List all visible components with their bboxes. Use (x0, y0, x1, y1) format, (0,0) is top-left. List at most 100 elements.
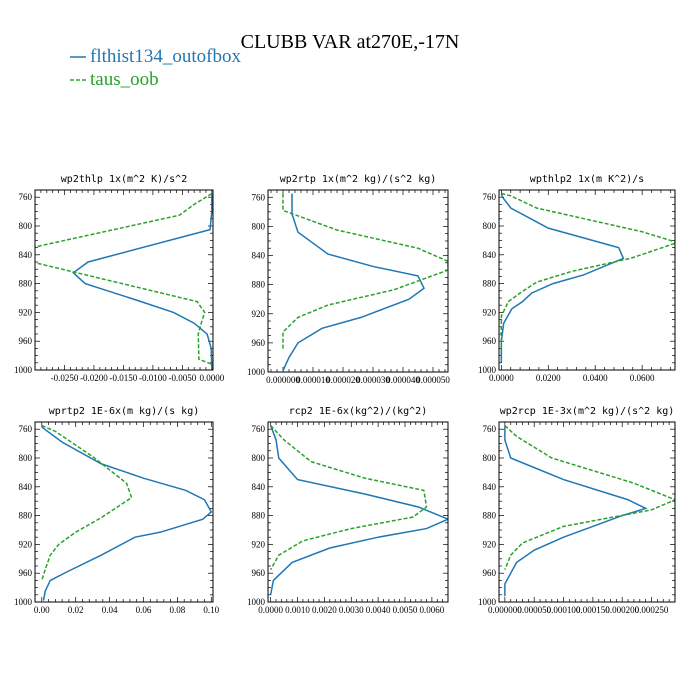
y-tick-label: 840 (252, 482, 266, 492)
x-tick-label: 0.000010 (296, 375, 330, 385)
y-tick-label: 880 (252, 280, 266, 290)
panel-5: wp2rcp 1E-3x(m^2 kg)/(s^2 kg)760 800 840 88… (478, 406, 676, 615)
panel-title-4: rcp2 1E-6x(kg^2)/(kg^2) (289, 406, 427, 417)
series-line-taus-oob (35, 192, 213, 365)
y-tick-label: 1000 (478, 365, 497, 375)
y-tick-label: 960 (483, 336, 497, 346)
legend-label-1: taus_oob (90, 69, 159, 90)
x-tick-label: -0.0150 (110, 373, 138, 383)
x-tick-label: 0.000050 (517, 605, 551, 615)
panel-0: wp2thlp 1x(m^2 K)/s^2 760 800 840 880 920 960 1… (14, 174, 225, 383)
x-tick-label: 0.0000 (199, 373, 224, 383)
panel-4: rcp2 1E-6x(kg^2)/(kg^2) 760 800 840 880 920 96… (247, 406, 449, 615)
x-tick-label: 0.02 (68, 605, 84, 615)
x-tick-label: 0.04 (102, 605, 118, 615)
x-tick-label: 0.000050 (416, 375, 450, 385)
y-tick-label: 840 (483, 482, 497, 492)
series-group (35, 192, 213, 370)
y-tick-label: 840 (252, 251, 266, 261)
x-tick-label: 0.0050 (393, 605, 418, 615)
plot-frame (498, 421, 676, 603)
y-tick-label: 1000 (14, 597, 33, 607)
x-tick-label: 0.06 (136, 605, 152, 615)
panel-title-1: wp2rtp 1x(m^2 kg)/(s^2 kg) (280, 174, 437, 185)
x-tick-label: 0.00 (34, 605, 50, 615)
panel-3: wprtp2 1E-6x(m kg)/(s kg) 760 800 840 880 920… (14, 406, 220, 615)
plot-frame (267, 421, 449, 603)
x-tick-label: 0.0060 (420, 605, 445, 615)
series-line-taus-oob (500, 192, 675, 352)
y-tick-label: 800 (19, 221, 33, 231)
x-tick-label: 0.000020 (326, 375, 360, 385)
panel-title-0: wp2thlp 1x(m^2 K)/s^2 (61, 174, 187, 185)
y-tick-label: 920 (252, 309, 266, 319)
y-tick-label: 840 (19, 250, 33, 260)
y-tick-label: 960 (483, 568, 497, 578)
series-group (269, 425, 448, 595)
y-tick-label: 880 (483, 279, 497, 289)
x-tick-label: 0.08 (170, 605, 186, 615)
y-tick-label: 880 (19, 279, 33, 289)
legend-label-0: flthist134_outofbox (90, 46, 241, 67)
y-tick-label: 880 (483, 511, 497, 521)
y-tick-label: 800 (483, 453, 497, 463)
x-tick-label: 0.0040 (366, 605, 391, 615)
y-tick-label: 960 (19, 336, 33, 346)
series-line-taus-oob (504, 425, 675, 570)
y-tick-label: 960 (252, 338, 266, 348)
series-group (504, 425, 675, 597)
series-line-flthist134-outofbox (500, 193, 625, 363)
y-tick-label: 920 (483, 307, 497, 317)
x-tick-label: 0.000150 (576, 605, 610, 615)
y-tick-label: 840 (19, 482, 33, 492)
y-tick-label: 960 (252, 568, 266, 578)
x-tick-label: 0.000040 (386, 375, 420, 385)
y-tick-label: 960 (19, 568, 33, 578)
y-tick-label: 1000 (247, 597, 266, 607)
x-tick-label: 0.0600 (630, 373, 655, 383)
plot-frame (267, 189, 449, 373)
x-tick-label: 0.0000 (489, 373, 514, 383)
series-line-flthist134-outofbox (41, 426, 213, 601)
y-tick-label: 840 (483, 250, 497, 260)
y-tick-label: 800 (483, 221, 497, 231)
y-tick-label: 760 (19, 192, 33, 202)
x-tick-label: -0.0200 (80, 373, 108, 383)
x-tick-label: 0.000250 (635, 605, 669, 615)
x-tick-label: 0.000000 (266, 375, 300, 385)
plot-frame (34, 189, 214, 371)
x-tick-label: 0.000100 (547, 605, 581, 615)
series-line-flthist134-outofbox (269, 425, 448, 595)
x-tick-label: 0.10 (203, 605, 219, 615)
x-tick-label: 0.0020 (312, 605, 337, 615)
x-tick-label: -0.0050 (168, 373, 196, 383)
series-line-flthist134-outofbox (282, 193, 425, 371)
y-tick-label: 760 (252, 192, 266, 202)
x-tick-label: 0.0400 (583, 373, 608, 383)
series-line-flthist134-outofbox (72, 193, 213, 370)
x-tick-label: 0.0030 (339, 605, 364, 615)
y-tick-label: 920 (252, 539, 266, 549)
series-group (282, 193, 448, 371)
y-tick-label: 920 (483, 539, 497, 549)
plot-frame (34, 421, 214, 603)
y-tick-label: 800 (252, 221, 266, 231)
x-tick-label: 0.0000 (258, 605, 283, 615)
series-group (41, 424, 213, 601)
series-group (500, 192, 675, 363)
panels: wp2thlp 1x(m^2 K)/s^2 760 800 840 880 920 960 1… (14, 174, 676, 615)
x-tick-label: 0.000000 (488, 605, 522, 615)
panel-title-3: wprtp2 1E-6x(m kg)/(s kg) (49, 406, 200, 417)
panel-title-5: wp2rcp 1E-3x(m^2 kg)/(s^2 kg) (500, 406, 675, 417)
y-tick-label: 1000 (478, 597, 497, 607)
x-tick-label: 0.000030 (356, 375, 390, 385)
x-tick-label: -0.0250 (51, 373, 79, 383)
y-tick-label: 1000 (247, 367, 266, 377)
y-tick-label: 800 (252, 453, 266, 463)
x-tick-label: 0.0200 (536, 373, 561, 383)
y-tick-label: 760 (252, 424, 266, 434)
panel-1: wp2rtp 1x(m^2 kg)/(s^2 kg) 760 800 840 880 92… (247, 174, 450, 385)
series-line-taus-oob (282, 193, 448, 351)
